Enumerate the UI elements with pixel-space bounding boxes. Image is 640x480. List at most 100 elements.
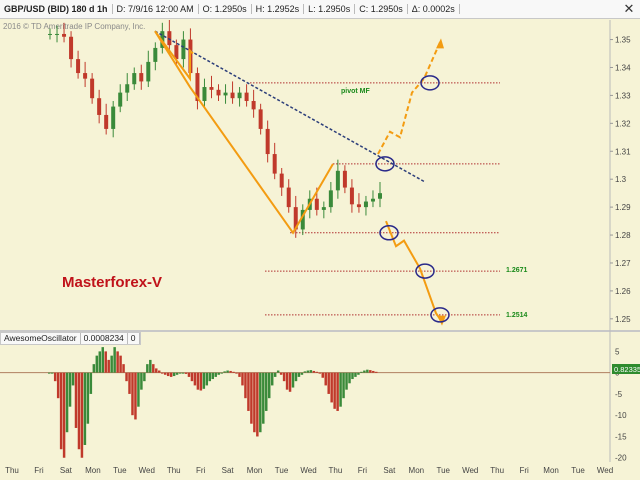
ao-bar [104, 351, 107, 373]
x-tick-label: Fri [358, 466, 368, 475]
ao-bar [250, 372, 253, 424]
projection-up [377, 41, 441, 155]
ao-bar [315, 371, 319, 373]
ao-bar [110, 355, 113, 373]
ao-bar [253, 372, 256, 433]
zigzag-pattern [154, 30, 334, 235]
y-tick-label: 1.35 [615, 36, 631, 45]
candle-body [139, 73, 144, 82]
candle-body [265, 128, 270, 155]
x-tick-label: Fri [196, 466, 206, 475]
indicator-name[interactable]: AwesomeOscillator [1, 333, 81, 344]
ao-bar [160, 372, 164, 374]
ao-bar [178, 372, 182, 374]
ao-bar [312, 370, 316, 373]
ao-bar [291, 372, 295, 388]
y-tick-label: 1.31 [615, 147, 631, 156]
ao-bar [199, 372, 203, 391]
high-readout: H: 1.2952s [252, 4, 305, 14]
ao-bar [48, 372, 51, 374]
ao-bar [184, 372, 188, 374]
candle-body [370, 198, 375, 202]
ao-bar [196, 372, 200, 390]
ao-bar [369, 370, 372, 373]
ao-bar [163, 372, 167, 375]
ao-bar [265, 372, 268, 411]
ao-bar [122, 364, 125, 373]
ao-bar [128, 372, 131, 394]
patterns [154, 30, 446, 326]
y-tick-label: 1.33 [615, 91, 631, 100]
candle-body [314, 198, 319, 210]
symbol-label[interactable]: GBP/USD (BID) 180 d 1h [0, 4, 113, 14]
ao-bar [300, 372, 304, 375]
ao-bar [86, 372, 90, 424]
pane-separator[interactable] [0, 330, 640, 332]
ao-bar [285, 372, 289, 390]
ao-bar [89, 372, 93, 394]
ao-bar [193, 372, 197, 386]
ao-value-badge: 0.82335 [614, 365, 640, 374]
candles [48, 20, 382, 238]
candle-body [174, 45, 179, 60]
x-tick-label: Wed [300, 466, 316, 475]
ao-bar [202, 372, 206, 389]
y-tick-label: 1.32 [615, 119, 631, 128]
candle-body [223, 92, 228, 96]
ao-bar [229, 370, 232, 373]
ao-bar [220, 372, 223, 374]
ao-bar [336, 372, 339, 411]
ao-bar [74, 372, 78, 428]
candle-body [230, 92, 235, 99]
candle-body [356, 204, 361, 208]
ao-bar [125, 372, 128, 382]
candle-body [181, 39, 186, 60]
ao-bar [226, 370, 229, 373]
ao-bar [169, 372, 173, 377]
ao-y-tick-label: -15 [615, 432, 627, 441]
ao-bar [330, 372, 333, 403]
candle-body [349, 187, 354, 205]
ao-bar [348, 372, 351, 384]
ao-bar [262, 372, 265, 424]
indicator-value: 0.0008234 [81, 333, 128, 344]
ao-bar [62, 372, 66, 458]
ao-bar [119, 355, 122, 373]
date-readout: D: 7/9/16 12:00 AM [113, 4, 199, 14]
candle-body [293, 207, 298, 230]
ao-bar [342, 372, 345, 399]
candle-body [195, 73, 200, 101]
candle-body [378, 193, 382, 199]
candle-body [363, 201, 368, 208]
candle-body [321, 207, 326, 210]
close-icon[interactable]: ✕ [623, 1, 635, 16]
candle-body [300, 209, 305, 230]
candle-body [167, 31, 172, 46]
ao-bar [351, 372, 354, 380]
chart-header: GBP/USD (BID) 180 d 1h D: 7/9/16 12:00 A… [0, 0, 640, 19]
ao-bar [268, 372, 271, 399]
y-tick-label: 1.28 [615, 231, 631, 240]
axes: 1.35 1.34 1.33 1.32 1.31 1.3 1.29 1.28 1.27 1.26 1… [5, 36, 631, 475]
ao-bar [50, 372, 54, 374]
ao-bar [282, 372, 286, 382]
ao-bar [259, 372, 262, 433]
x-tick-label: Mon [247, 466, 263, 475]
arrow-up-icon [436, 38, 444, 49]
ao-bar [134, 372, 137, 420]
x-tick-label: Thu [5, 466, 19, 475]
ao-bar [318, 372, 322, 374]
ao-bar [92, 364, 96, 373]
candle-body [272, 154, 277, 174]
y-tick-label: 1.27 [615, 259, 631, 268]
x-tick-label: Sat [383, 466, 396, 475]
ao-bar [116, 351, 119, 373]
candle-body [286, 187, 291, 208]
ao-bar [98, 351, 102, 373]
candle-body [132, 73, 137, 85]
ao-bar [270, 372, 274, 386]
candle-body [104, 114, 109, 129]
x-tick-label: Tue [437, 466, 451, 475]
ao-bar [71, 372, 75, 386]
